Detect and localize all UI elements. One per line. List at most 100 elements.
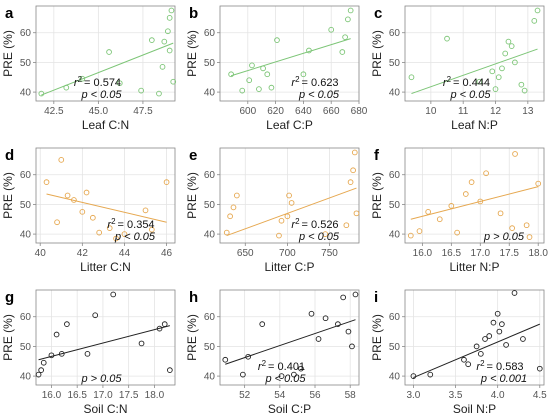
data-point	[278, 217, 285, 224]
data-point	[148, 226, 155, 233]
panel-letter: i	[374, 289, 378, 306]
plot-frame	[35, 147, 176, 244]
x-tick-label: 56	[309, 390, 321, 401]
data-point	[92, 312, 99, 319]
r-symbol: r	[74, 77, 79, 89]
data-point	[79, 208, 86, 215]
data-point	[410, 373, 417, 379]
data-point	[71, 197, 77, 203]
y-tick-label: 50	[389, 200, 401, 211]
data-point	[476, 78, 483, 85]
x-tick-label: 12	[490, 106, 502, 117]
data-point	[90, 214, 96, 221]
x-tick-label: 17.0	[471, 248, 491, 259]
r-squared-label: r2 = 0.401	[258, 359, 305, 373]
p-value-label: p < 0.001	[480, 373, 527, 385]
x-tick-label: 750	[321, 248, 338, 259]
r-symbol: r	[291, 77, 296, 89]
r-squared-label: r2 = 0.526	[291, 217, 338, 231]
r-squared-label: r2 = 0.354	[107, 217, 154, 231]
data-point	[444, 35, 450, 42]
plot-frame	[404, 289, 545, 386]
x-tick-label: 46	[161, 248, 173, 259]
p-value-label: p < 0.05	[298, 89, 340, 101]
data-point	[64, 192, 71, 199]
data-point	[106, 225, 113, 232]
y-tick-label: 60	[204, 28, 216, 39]
regression-line	[41, 42, 174, 96]
y-axis-label: PRE (%)	[185, 30, 199, 77]
data-point	[38, 90, 45, 97]
data-point	[462, 191, 469, 197]
data-point	[407, 232, 414, 239]
p-value-label: p < 0.05	[298, 231, 340, 243]
r-squared-value: = 0.526	[302, 219, 339, 231]
data-point	[306, 47, 312, 54]
data-point	[249, 62, 255, 69]
data-point	[328, 26, 335, 33]
r-symbol: r	[291, 219, 296, 231]
x-tick-label: 3.5	[449, 390, 463, 401]
regression-line	[226, 187, 357, 237]
r-squared-exponent: 2	[447, 75, 452, 84]
data-point	[163, 179, 170, 185]
panel-letter: e	[189, 147, 197, 164]
p-value-label: p > 0.05	[80, 373, 122, 385]
y-axis-label: PRE (%)	[370, 314, 384, 361]
x-tick-label: 4.5	[533, 390, 547, 401]
data-point	[166, 15, 173, 21]
p-value-label: p > 0.05	[483, 231, 525, 243]
data-point	[322, 231, 329, 237]
data-point	[531, 17, 538, 24]
data-point	[535, 180, 542, 187]
data-point	[43, 179, 50, 185]
y-tick-label: 60	[204, 170, 216, 181]
data-point	[110, 291, 117, 298]
data-point	[284, 213, 291, 220]
x-tick-label: 3.0	[406, 390, 420, 401]
y-tick-label: 50	[20, 58, 32, 69]
y-axis-label: PRE (%)	[1, 172, 15, 219]
data-point	[494, 310, 501, 317]
data-point	[534, 7, 541, 14]
data-point	[106, 49, 112, 55]
data-point	[499, 321, 505, 327]
data-point	[489, 68, 496, 75]
r-squared-exponent: 2	[78, 75, 83, 84]
x-tick-label: 13	[522, 106, 534, 117]
data-point	[278, 373, 285, 379]
r-squared-exponent: 2	[295, 75, 300, 84]
data-point	[159, 64, 166, 70]
data-point	[64, 321, 70, 327]
data-point	[518, 81, 525, 88]
x-tick-label: 17.0	[93, 390, 113, 401]
x-tick-label: 650	[237, 248, 254, 259]
data-point	[492, 86, 499, 92]
r-symbol: r	[107, 219, 112, 231]
data-point	[523, 222, 530, 229]
plot-frame	[219, 147, 360, 244]
data-point	[168, 7, 175, 14]
x-tick-label: 680	[351, 106, 368, 117]
data-point	[298, 365, 304, 372]
panel-c: c 40 50 60 10 11 12 13 Leaf N:P PRE (%) r2 = 0.444p…	[370, 5, 545, 132]
data-point	[84, 350, 91, 357]
data-point	[339, 49, 346, 55]
data-point	[483, 170, 489, 177]
r-squared-value: = 0.354	[118, 219, 155, 231]
data-point	[486, 333, 493, 339]
panel-d: d 40 50 60 40 42 44 46 Litter C:N PRE (%) r2 = 0.35…	[1, 147, 176, 274]
y-tick-label: 60	[389, 28, 401, 39]
r-squared-label: r2 = 0.574	[74, 75, 121, 89]
x-axis-label: Soil C:P	[268, 402, 311, 416]
data-point	[264, 71, 271, 78]
data-point	[170, 78, 177, 85]
panel-e: e 40 50 60 650 700 750 Litter C:P PRE (%) r2 = 0.5…	[185, 147, 360, 274]
data-point	[345, 328, 352, 335]
data-point	[526, 234, 533, 240]
data-point	[227, 213, 233, 220]
data-point	[347, 7, 354, 14]
data-point	[228, 71, 234, 78]
data-point	[477, 350, 484, 357]
